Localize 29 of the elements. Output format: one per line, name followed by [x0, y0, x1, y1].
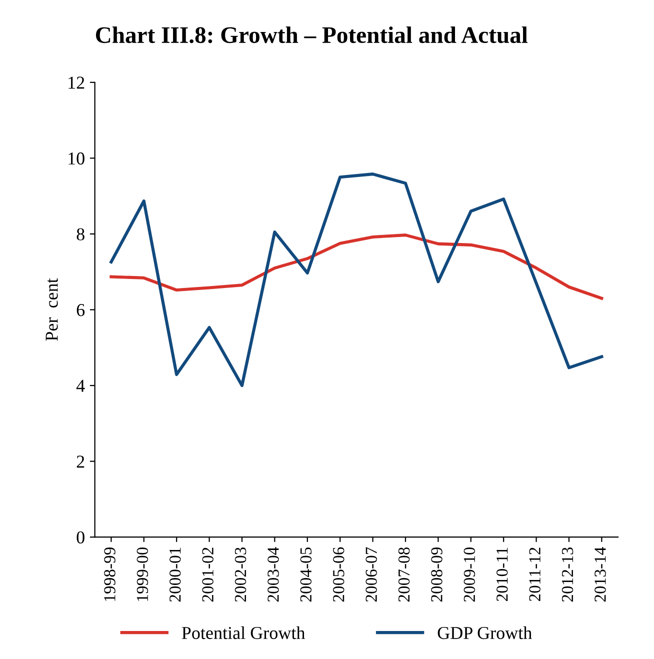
line-series — [110, 172, 604, 388]
chart-title: Chart III.8: Growth – Potential and Actual — [96, 26, 528, 44]
y-axis-title: Per cent — [46, 278, 58, 341]
legend-label: GDP Growth — [438, 626, 532, 640]
y-tick-label: 4 — [76, 380, 85, 392]
x-tick-label: 1999-00 — [136, 547, 148, 601]
x-tick-label: 2012-13 — [562, 547, 574, 602]
x-tick-label: 2010-11 — [496, 548, 508, 601]
x-tick-label: 2013-14 — [594, 547, 606, 602]
x-tick-label: 2005-06 — [333, 547, 344, 602]
line-series — [110, 234, 604, 300]
x-tick-label: 1998-99 — [104, 547, 116, 601]
x-tick-label: 2006-07 — [366, 547, 377, 602]
x-tick-label: 2000-01 — [170, 548, 181, 602]
y-tick-label: 12 — [68, 76, 84, 89]
y-tick-label: 8 — [76, 228, 84, 240]
y-tick-label: 2 — [76, 456, 84, 468]
y-tick-label: 0 — [76, 531, 84, 544]
x-tick-label: 2002-03 — [234, 547, 246, 602]
x-tick-label: 2007-08 — [398, 547, 410, 602]
legend-label: Potential Growth — [182, 626, 306, 640]
x-tick-label: 2008-09 — [431, 547, 442, 602]
y-tick-label: 6 — [76, 304, 85, 316]
x-tick-label: 2001-02 — [202, 548, 214, 602]
x-tick-label: 2011-12 — [529, 548, 540, 601]
x-tick-label: 2003-04 — [268, 547, 279, 602]
x-tick-label: 2004-05 — [300, 547, 312, 602]
x-tick-label: 2009-10 — [464, 547, 476, 602]
y-tick-label: 10 — [68, 152, 84, 165]
